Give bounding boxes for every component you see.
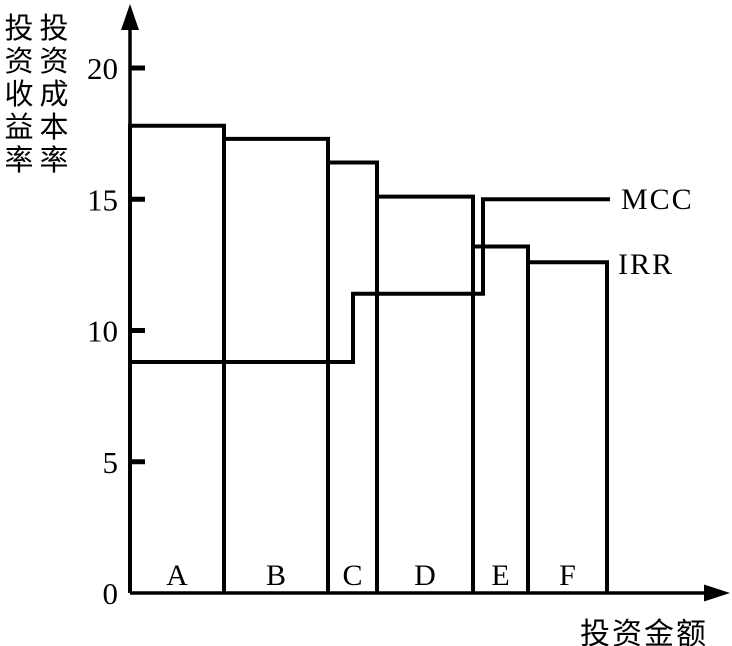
bar-label-A: A [166,559,188,592]
bar-C [326,160,379,593]
x-axis-arrow-icon [704,584,730,602]
bar-D [375,194,475,593]
y-tick-label: 0 [103,576,119,611]
y-tick-label: 5 [103,445,119,480]
bar-A [128,123,226,593]
y-tick-label: 10 [87,314,118,349]
bar-B [222,136,330,593]
bar-label-B: B [266,559,286,592]
axis-lines [128,28,706,595]
mcc-curve [130,197,610,364]
bar-F [526,260,609,593]
y-tick-label: 15 [87,182,118,217]
y-axis-arrow-icon [121,4,139,30]
x-axis-title: 投资金额 [580,618,708,646]
irr-curve-label: IRR [618,248,675,281]
y-axis-title-cost-rate: 投资成本率 [39,13,69,177]
bar-label-E: E [491,559,509,592]
bar-label-F: F [559,559,576,592]
bar-E [471,244,530,593]
mcc-curve-label: MCC [621,183,694,216]
y-axis-title-return-rate: 投资收益率 [4,13,34,177]
bar-label-C: C [342,559,362,592]
bar-label-D: D [414,559,436,592]
y-tick-label: 20 [87,51,118,86]
